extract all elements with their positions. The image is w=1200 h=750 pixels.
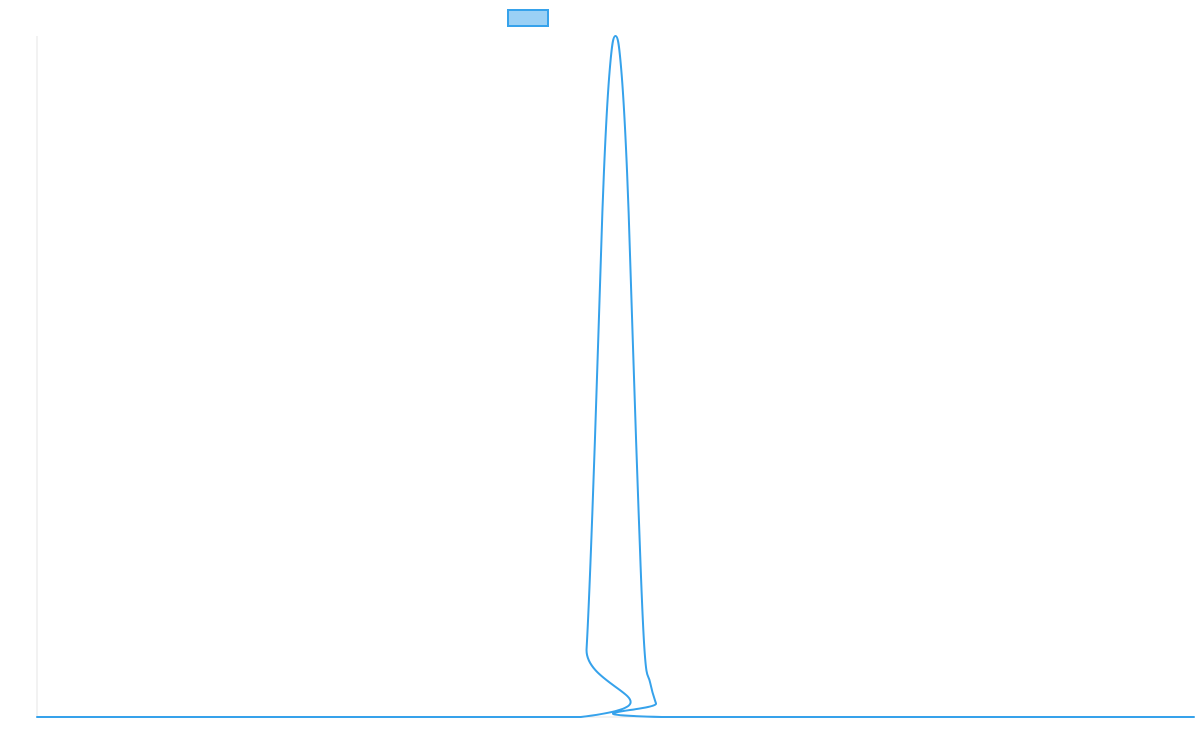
- axes: [36, 36, 1194, 718]
- legend[interactable]: [507, 9, 549, 27]
- series-line-0: [36, 35, 1195, 719]
- legend-swatch[interactable]: [507, 9, 549, 27]
- series-layer: [36, 35, 1195, 719]
